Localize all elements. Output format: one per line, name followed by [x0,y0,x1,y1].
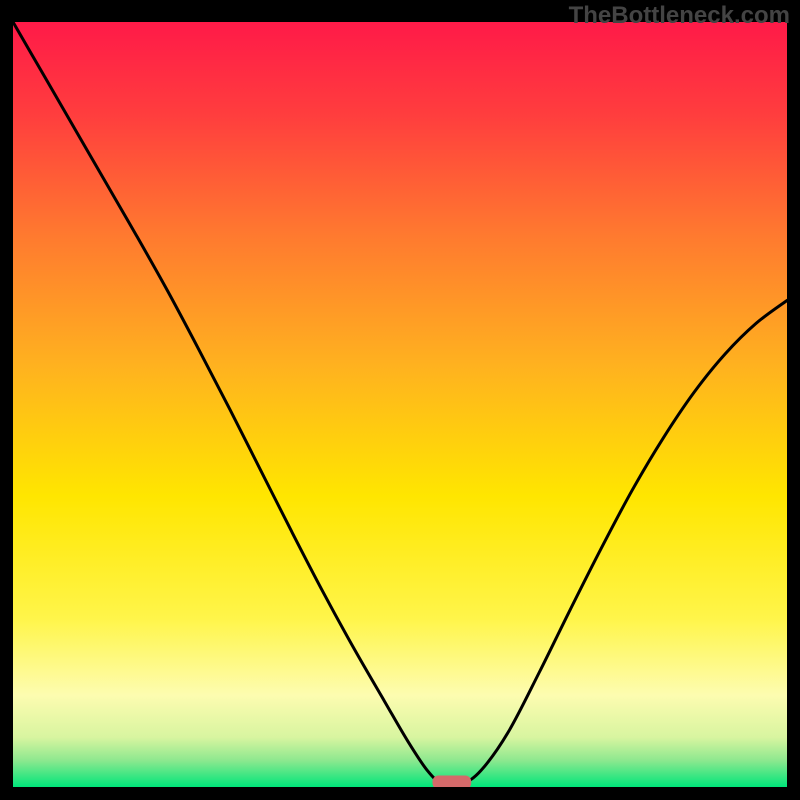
bottleneck-curve-chart [0,0,800,800]
gradient-background [13,22,787,787]
watermark-text: TheBottleneck.com [569,2,790,30]
plot-area [13,22,787,789]
chart-frame: TheBottleneck.com [0,0,800,800]
